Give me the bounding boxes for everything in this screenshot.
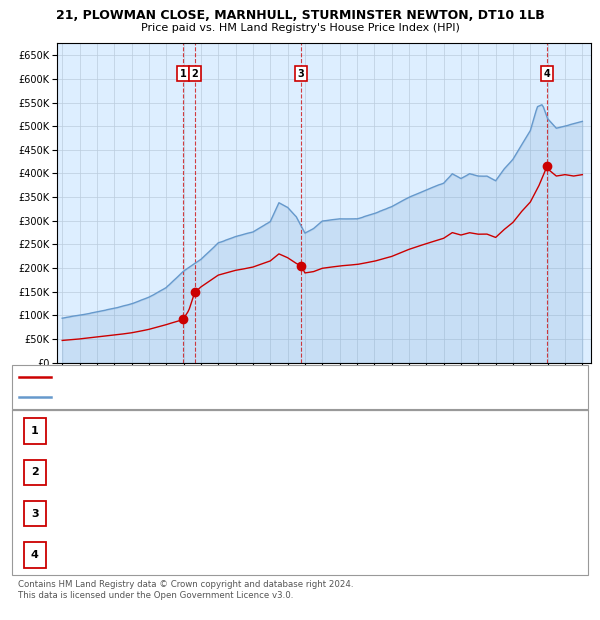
Text: 4: 4: [31, 550, 39, 560]
Text: 4: 4: [544, 69, 550, 79]
Text: Price paid vs. HM Land Registry's House Price Index (HPI): Price paid vs. HM Land Registry's House …: [140, 23, 460, 33]
Text: 21, PLOWMAN CLOSE, MARNHULL, STURMINSTER NEWTON, DT10 1LB: 21, PLOWMAN CLOSE, MARNHULL, STURMINSTER…: [56, 9, 544, 22]
Text: £149,000: £149,000: [240, 467, 293, 477]
Text: 1: 1: [179, 69, 187, 79]
Text: 2: 2: [31, 467, 38, 477]
Text: 21% ↓ HPI: 21% ↓ HPI: [360, 550, 419, 560]
Text: 21, PLOWMAN CLOSE, MARNHULL, STURMINSTER NEWTON, DT10 1LB (detached house): 21, PLOWMAN CLOSE, MARNHULL, STURMINSTER…: [56, 372, 487, 382]
Text: £415,000: £415,000: [240, 550, 293, 560]
Text: HPI: Average price, detached house, Dorset: HPI: Average price, detached house, Dors…: [56, 392, 269, 402]
Text: 10-OCT-2008: 10-OCT-2008: [57, 508, 130, 518]
Text: Contains HM Land Registry data © Crown copyright and database right 2024.: Contains HM Land Registry data © Crown c…: [18, 580, 353, 590]
Text: 52% ↓ HPI: 52% ↓ HPI: [360, 426, 419, 436]
Text: This data is licensed under the Open Government Licence v3.0.: This data is licensed under the Open Gov…: [18, 591, 293, 600]
Text: 1: 1: [31, 426, 38, 436]
Text: £205,000: £205,000: [240, 508, 293, 518]
Text: 32% ↓ HPI: 32% ↓ HPI: [360, 508, 419, 518]
Text: 3: 3: [298, 69, 304, 79]
Text: 32% ↓ HPI: 32% ↓ HPI: [360, 467, 419, 477]
Text: 23-AUG-2002: 23-AUG-2002: [57, 467, 131, 477]
Text: 2: 2: [191, 69, 198, 79]
Text: 3: 3: [31, 508, 38, 518]
Text: 20-DEC-2001: 20-DEC-2001: [57, 426, 131, 436]
Text: £92,000: £92,000: [240, 426, 286, 436]
Text: 14-DEC-2022: 14-DEC-2022: [57, 550, 131, 560]
